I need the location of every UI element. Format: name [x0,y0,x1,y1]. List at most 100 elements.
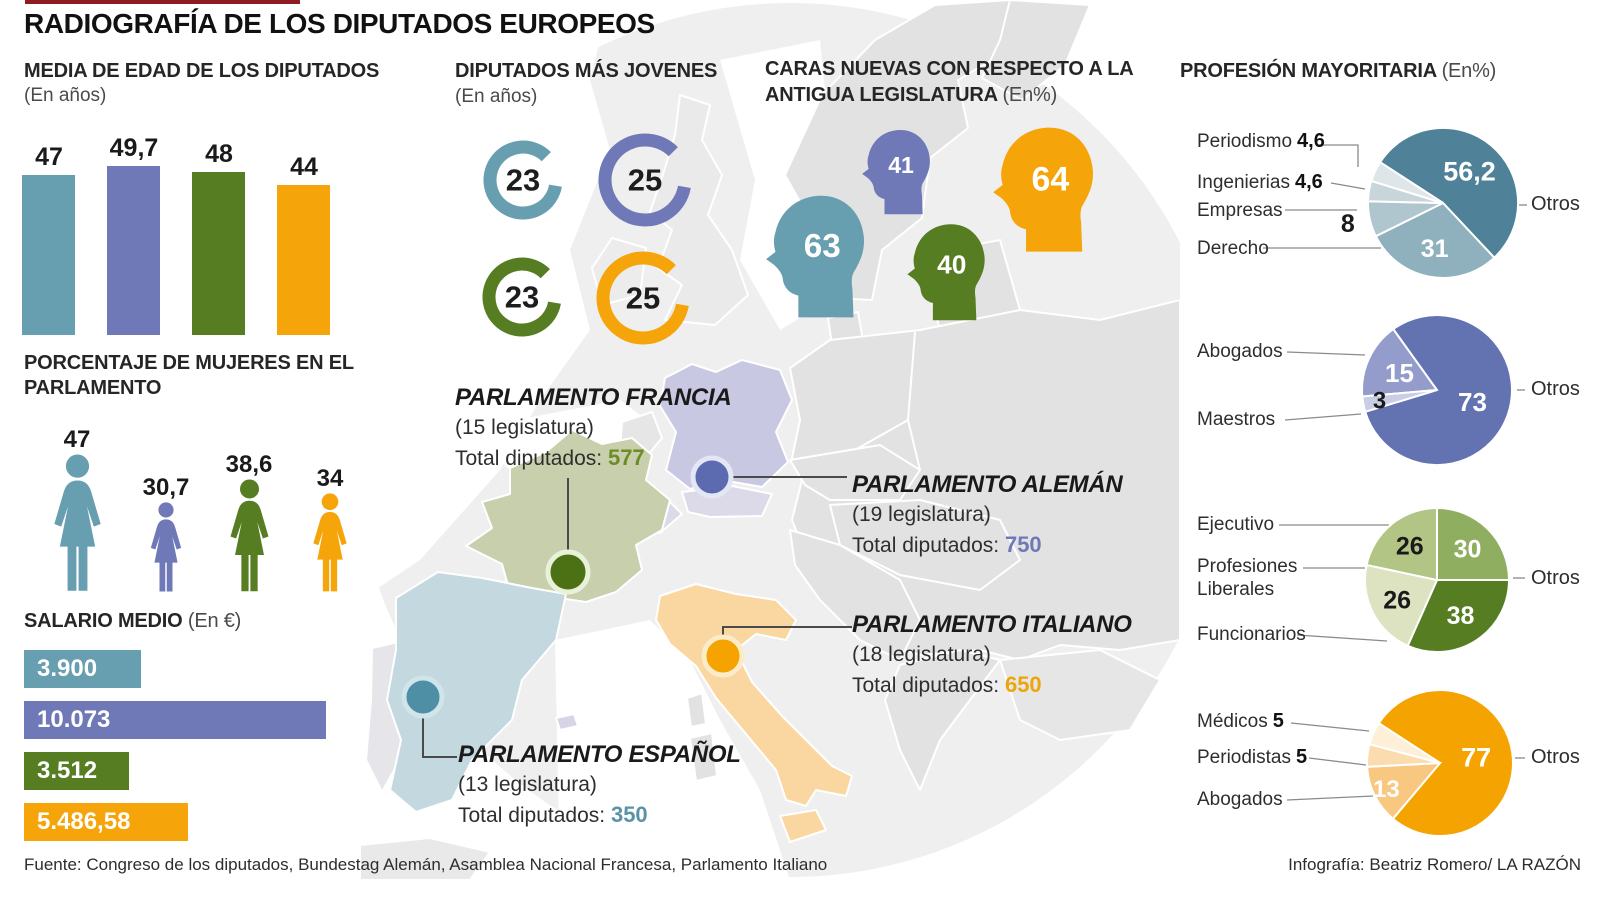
parliament-name: PARLAMENTO ESPAÑOL [458,741,741,768]
pie-chart-Francia: 30 38 26 26 [1279,506,1525,653]
pie-slice-Periodismo [1370,160,1444,204]
pie-category-value: 4,6 [1297,130,1325,152]
svg-text:25: 25 [628,163,662,198]
pie-panel-france: 30 38 26 26 Ejecutivo Profesiones Liberales Fu… [1175,505,1599,670]
female-figure-icon [230,479,268,592]
age-bar-value: 44 [290,153,318,181]
pie-value-label: 73 [1458,387,1487,417]
pie-slice-Otros [1378,126,1520,260]
pie-category-value: 5 [1296,746,1308,768]
country-germany [659,359,793,490]
parliament-legislature: (19 legislatura) [852,503,991,526]
pie-category-label: Derecho [1197,238,1269,259]
country-uk [649,94,749,326]
women-chart-title-line1: PORCENTAJE DE MUJERES EN EL [24,352,354,374]
map-dot-france [545,549,591,595]
young-chart-unit: (En años) [455,86,538,107]
pie-value-label: 15 [1385,358,1414,388]
salary-value: 10.073 [37,706,111,733]
women-value: 38,6 [225,451,273,478]
age-bar-Francia [192,172,245,335]
pie-category-label: Ingenierias 4,6 [1197,171,1323,193]
island-balearic [555,713,579,731]
pie-value-label: 8 [1341,210,1355,238]
female-figure-icon [313,493,347,592]
pie-slice-Abogados [1361,327,1439,398]
leader-line-spain [422,714,457,758]
age-bar-value: 47 [35,143,63,171]
parliament-total: Total diputados: 650 [852,672,1042,697]
pie-category-label: Abogados [1197,789,1283,810]
professions-unit: (En%) [1441,60,1497,82]
country-greece [884,649,1001,791]
island-sicily [779,809,827,843]
pie-category-label: Médicos 5 [1197,710,1284,732]
age-bar-value: 48 [205,140,233,168]
pie-category-label: Funcionarios [1197,624,1306,645]
pie-slice-Otros [1436,506,1511,581]
map-dot-spain [401,675,445,719]
pie-leader-line [1290,722,1370,732]
country-czech-slovakia [789,444,921,501]
ring-icon: 25 [596,251,689,345]
ring-icon: 23 [482,257,561,337]
head-profile-icon: 40 [907,224,985,321]
pie-category-value: 4,6 [1294,171,1323,193]
pie-value-label: 56,2 [1443,156,1496,186]
country-eastern-europe [789,299,1180,661]
salary-chart-unit: (En €) [187,610,242,632]
salary-chart-title: SALARIO MEDIO (En €) [24,610,242,632]
pie-category-label: Profesiones Liberales [1197,556,1298,600]
pie-leader-line [1284,413,1362,421]
svg-text:64: 64 [1032,161,1070,199]
age-bar-Italia [277,185,330,335]
country-italy [655,583,853,807]
svg-text:25: 25 [626,281,660,316]
women-chart-title-line2: PARLAMENTO [24,377,162,399]
head-profile-icon: 63 [766,195,865,318]
pie-category-label: Periodistas 5 [1197,746,1308,768]
age-bar-chart: 47 49,7 48 44 [22,134,352,335]
pie-value-label: 30 [1454,536,1482,564]
pie-leader-line [1317,144,1359,167]
country-turkey [999,649,1161,741]
salary-bar-Italia: 5.486,58 [24,803,188,841]
age-bar-España [22,175,75,335]
pie-otros-label: Otros [1531,746,1580,768]
female-figure-icon [53,454,101,591]
parliament-label-germany: PARLAMENTO ALEMÁN (19 legislatura) Total… [852,470,1123,561]
pie-otros-label: Otros [1531,193,1580,215]
pie-slice-Médicos [1368,721,1441,764]
parliament-label-france: PARLAMENTO FRANCIA (15 legislatura) Tota… [455,383,732,474]
pie-slice-Otros [1377,689,1514,837]
pie-slice-Abogados [1366,761,1443,821]
pie-value-label: 26 [1383,586,1411,614]
parliament-total: Total diputados: 750 [852,532,1042,557]
pie-chart-Alemania: 15 73 3 [1284,314,1525,467]
professions-title: PROFESIÓN MAYORITARIA (En%) [1180,60,1497,82]
faces-chart-title-line1: CARAS NUEVAS CON RESPECTO A LA [765,58,1134,80]
pie-leader-line [1286,795,1374,801]
parliament-label-italy: PARLAMENTO ITALIANO (18 legislatura) Tot… [852,610,1132,701]
parliament-total: Total diputados: 577 [455,445,645,470]
parliament-legislature: (15 legislatura) [455,416,594,439]
svg-text:40: 40 [937,249,966,279]
pie-panel-spain: 56,2 31 8 Periodismo 4,6 Ingenierias 4,6 Empres… [1175,115,1599,295]
pie-leader-line [1308,757,1367,766]
footer-credit: Infografía: Beatriz Romero/ LA RAZÓN [1288,855,1581,874]
pie-leader-line [1296,634,1388,642]
svg-text:23: 23 [505,280,539,315]
head-profile-icon: 64 [993,127,1093,252]
ring-icon: 23 [483,140,562,220]
pie-otros-label: Otros [1531,378,1580,400]
parliament-label-spain: PARLAMENTO ESPAÑOL (13 legislatura) Tota… [458,740,741,831]
salary-value: 3.512 [37,757,98,784]
map-dot-italy [701,634,745,678]
footer-source: Fuente: Congreso de los diputados, Bunde… [24,855,828,874]
parliament-name: PARLAMENTO ITALIANO [852,611,1132,638]
women-value: 30,7 [142,474,190,501]
age-chart-unit: (En años) [24,85,107,106]
country-finland [981,0,1091,101]
salary-bar-Alemania: 10.073 [24,701,326,739]
